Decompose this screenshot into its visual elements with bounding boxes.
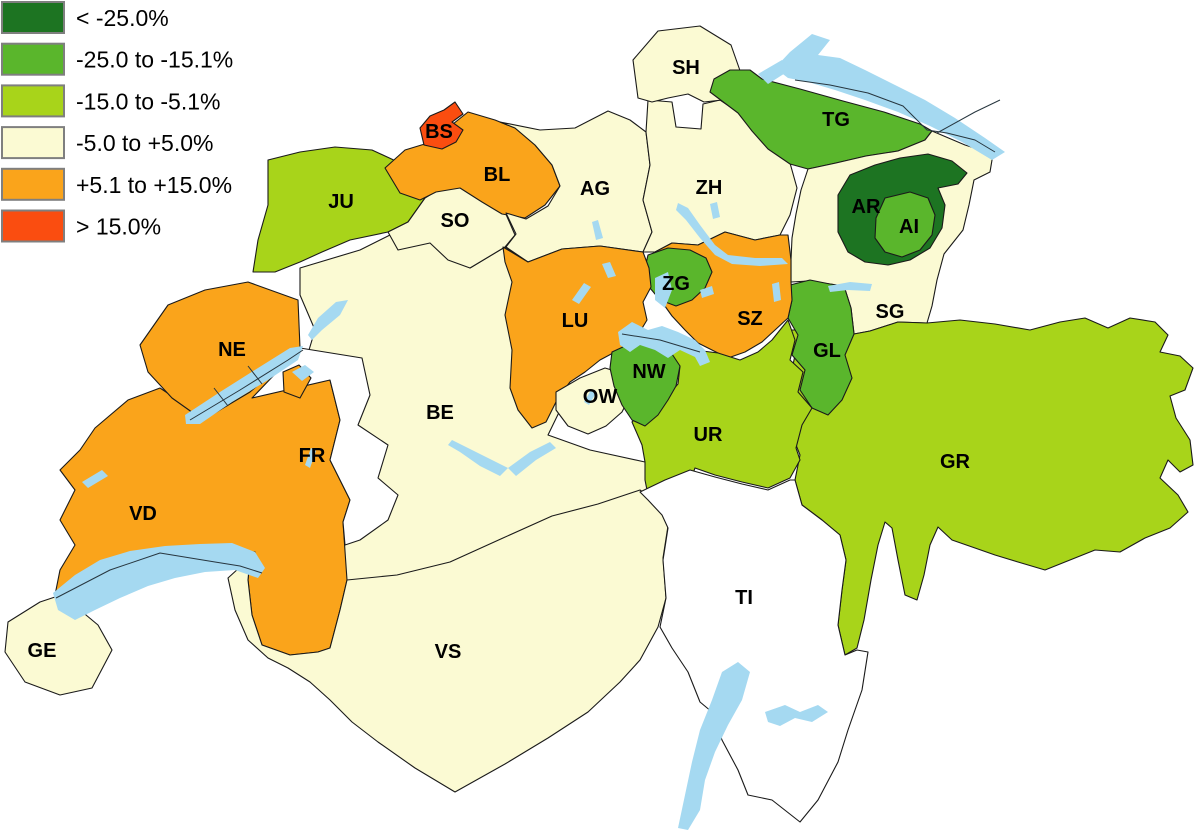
lake-border-lines-layer [55,79,1001,599]
canton-label-ow: OW [583,386,618,408]
canton-ai-shape[interactable] [874,191,936,258]
canton-label-sz: SZ [737,308,763,330]
lake-gruyere [305,448,316,468]
canton-label-zg: ZG [662,273,690,295]
canton-ge-shape[interactable] [4,595,113,696]
legend-swatch-0 [1,1,65,34]
lake-constance [775,34,1005,160]
canton-label-ar: AR [852,196,881,218]
canton-ti-shape[interactable] [639,469,869,823]
canton-label-ne: NE [218,339,246,361]
canton-lu-shape[interactable] [502,245,652,429]
legend-label-0: < -25.0% [76,5,169,31]
lake-joux [82,470,108,488]
canton-label-sg: SG [876,301,905,323]
canton-label-ti: TI [735,587,753,609]
canton-label-ag: AG [580,178,610,200]
lake-brienz [508,442,556,476]
canton-label-nw: NW [632,361,665,383]
canton-label-gl: GL [813,340,841,362]
legend-swatch-2 [1,84,65,118]
legend-swatch-4 [1,167,65,201]
border-line-lake-lucerne [621,333,701,353]
lake-maggiore [678,662,750,830]
lake-biel [308,300,348,340]
legend-swatch-1 [1,42,65,76]
lake-zurich [676,203,788,266]
canton-label-bs: BS [425,121,453,143]
legend-swatch-5 [1,209,65,243]
lake-sihl [772,282,781,302]
canton-fr-shape[interactable] [251,347,399,546]
lakes-layer [53,34,1005,830]
lake-walen [828,282,872,292]
canton-label-ur: UR [694,424,723,446]
border-cross-lake-neuchatel-2 [247,365,263,385]
border-cross-lake-neuchatel-1 [213,387,229,407]
legend-label-4: +5.1 to +15.0% [76,172,232,198]
canton-label-ge: GE [28,640,57,662]
canton-label-ju: JU [328,191,354,213]
canton-label-be: BE [426,402,454,424]
canton-gr-shape[interactable] [787,317,1194,656]
canton-label-vs: VS [435,641,462,663]
canton-label-bl: BL [484,164,511,186]
legend-label-3: -5.0 to +5.0% [76,130,213,156]
canton-label-ai: AI [899,216,919,238]
lake-aegeri [700,286,714,298]
lake-baldegg [602,262,616,278]
canton-ow-shape[interactable] [555,367,633,435]
legend: < -25.0% -25.0 to -15.1% -15.0 to -5.1% -5.… [1,1,233,243]
canton-label-sh: SH [672,57,700,79]
legend-label-5: > 15.0% [76,214,161,240]
canton-bs-shape[interactable] [419,101,464,150]
canton-shapes-layer [4,25,1194,823]
lake-sempach [572,283,591,304]
border-line-lake-neuchatel [189,349,304,421]
lake-untersee [758,60,790,84]
canton-label-vd: VD [129,503,157,525]
lake-zug [655,272,672,308]
border-line-lake-geneva [55,552,263,599]
legend-label-1: -25.0 to -15.1% [76,47,233,73]
lake-murten [292,365,314,381]
canton-label-so: SO [441,210,470,232]
legend-label-2: -15.0 to -5.1% [76,88,220,114]
canton-labels-layer: SH TG BS BL AG ZH JU SO AR AI SG NE LU ZG SZ GL NW OW BE UR… [28,57,971,663]
border-line-lake-constance-main [794,79,996,153]
lake-geneva [53,543,265,620]
lake-sarnen [584,390,596,405]
canton-label-lu: LU [562,310,589,332]
canton-label-fr: FR [299,445,326,467]
lake-lucerne [618,322,710,366]
lake-greifen [710,202,720,219]
lake-hallwil [592,220,603,240]
canton-label-tg: TG [822,109,850,131]
canton-label-gr: GR [940,451,971,473]
lake-thun [448,440,508,476]
border-line-lake-constance-branch [936,99,1001,134]
lake-neuchatel [185,346,303,424]
canton-label-zh: ZH [696,177,723,199]
lake-lugano [765,705,828,726]
legend-swatch-3 [1,126,65,160]
